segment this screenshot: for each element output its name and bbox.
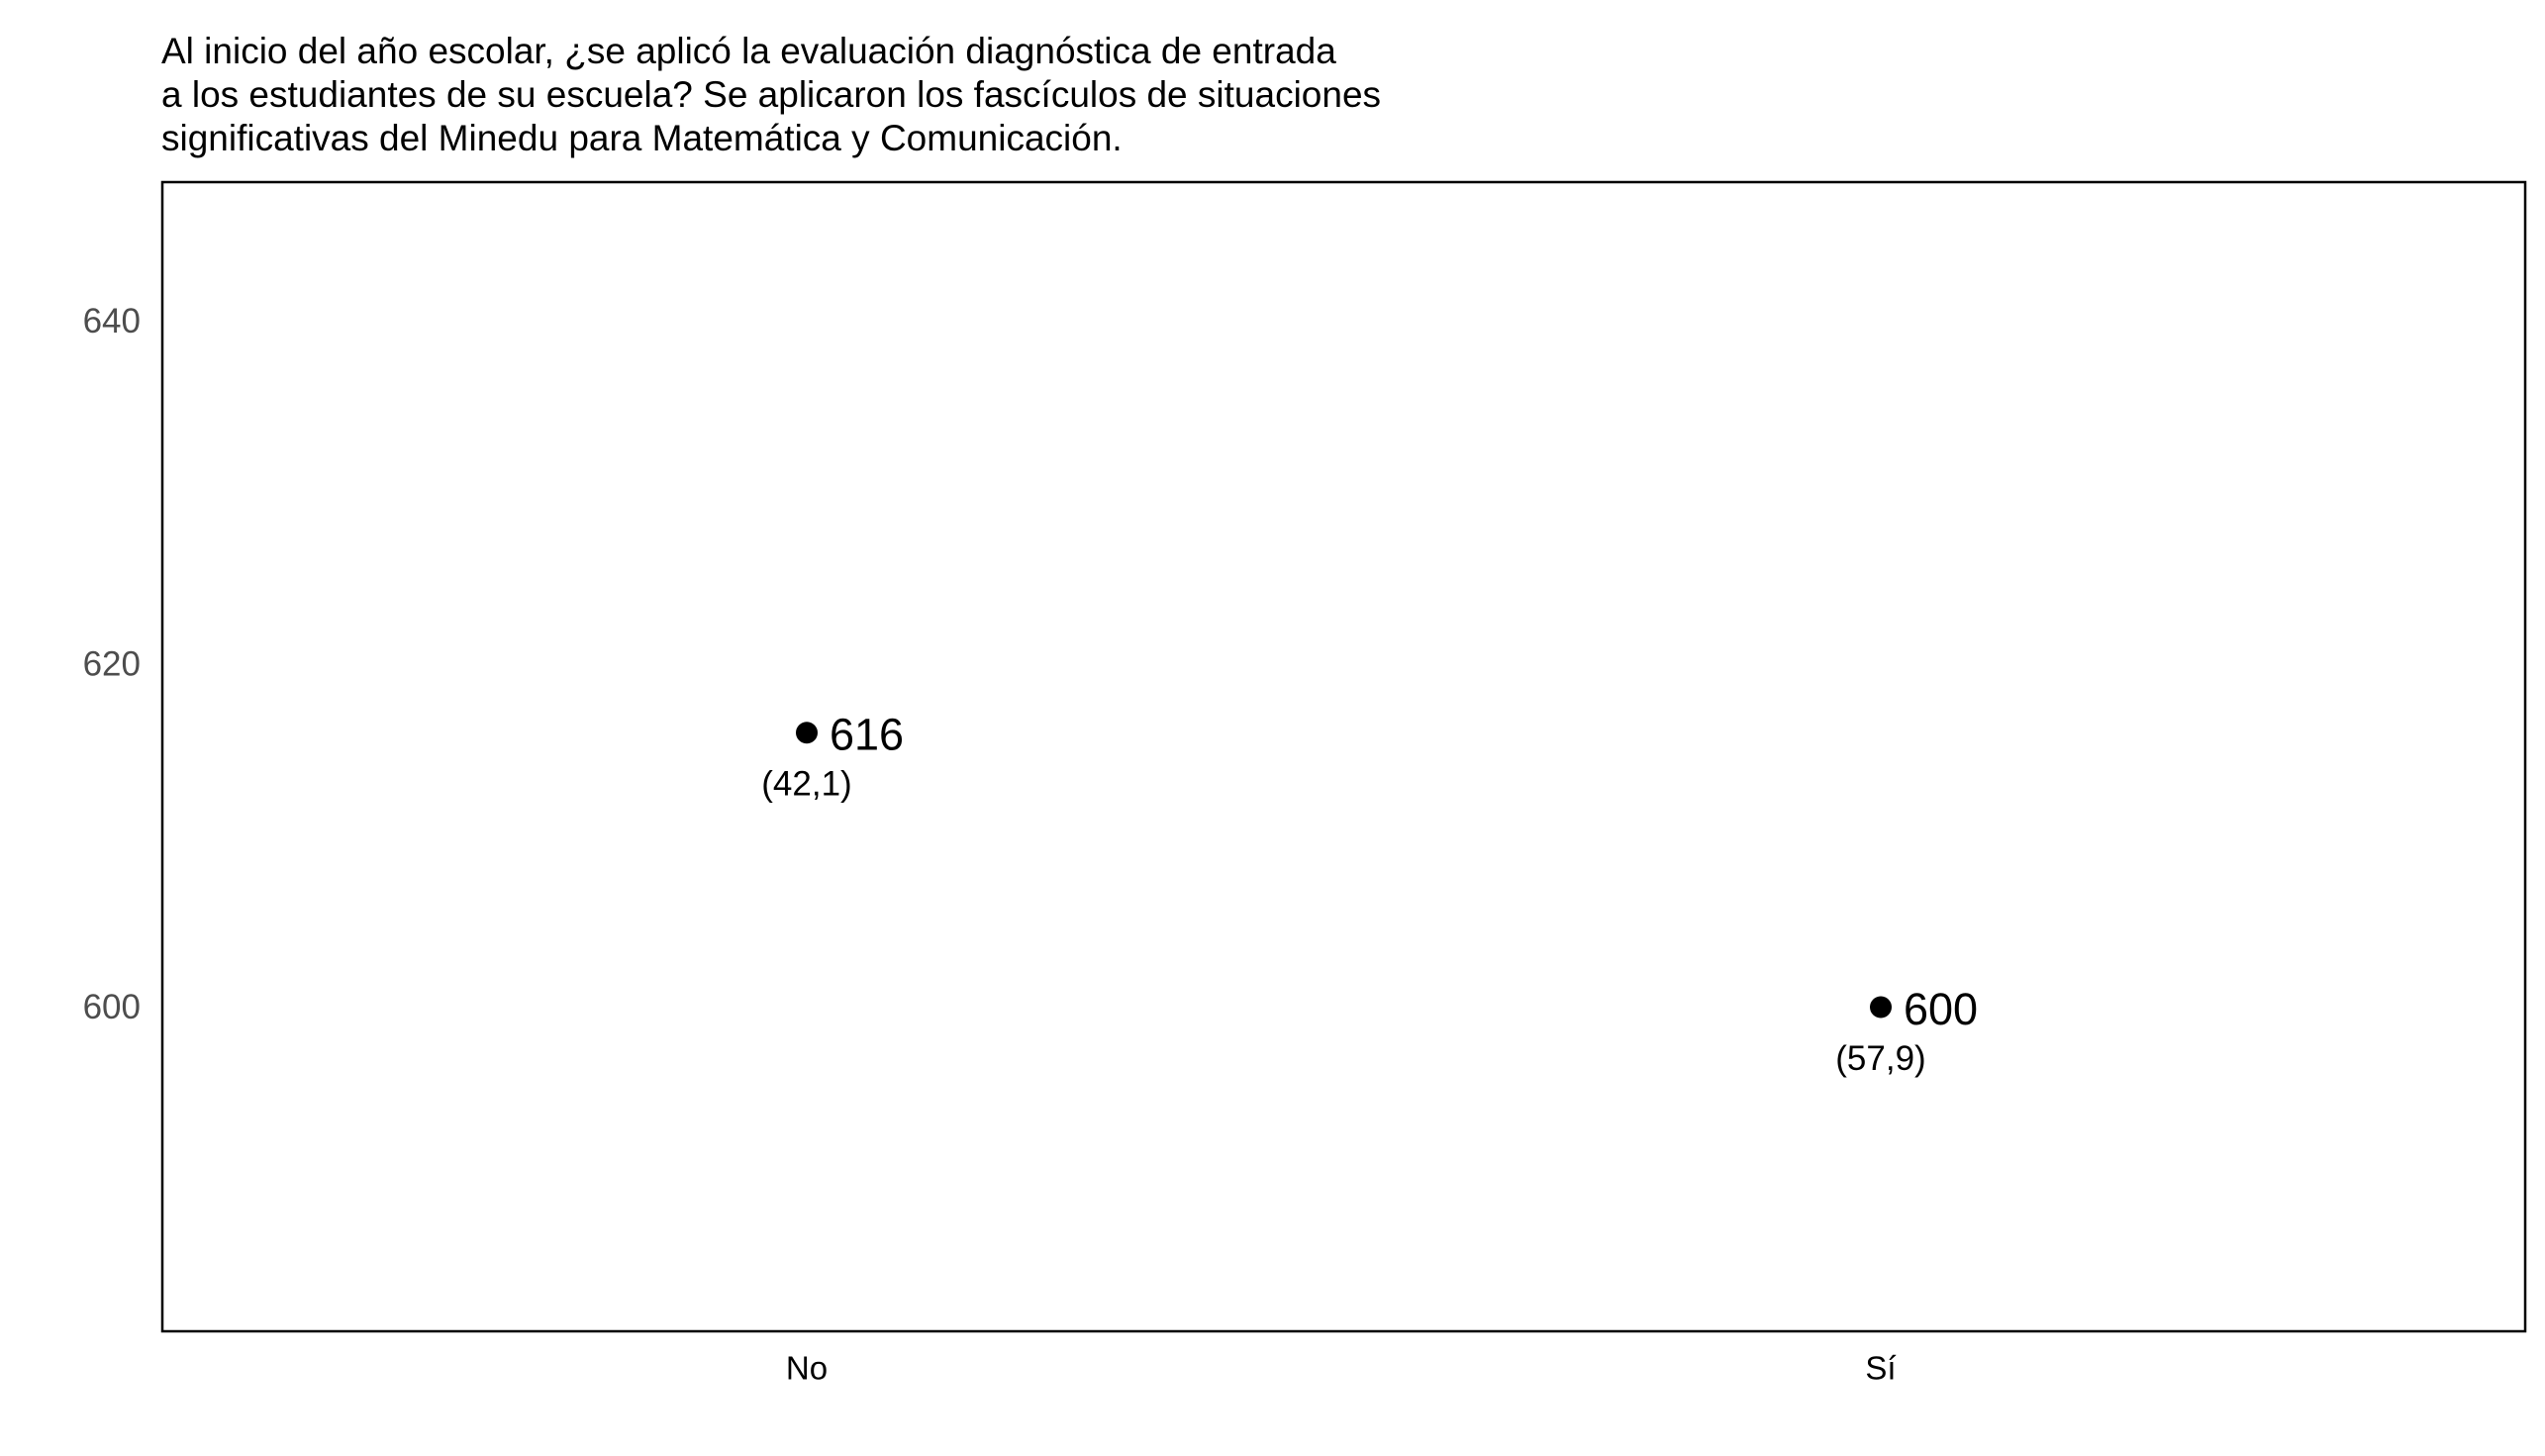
x-tick-label: No	[786, 1350, 828, 1387]
chart-title-line-3: significativas del Minedu para Matemátic…	[161, 118, 1123, 158]
chart-title: Al inicio del año escolar, ¿se aplicó la…	[161, 30, 1745, 160]
x-axis-ticks: No Sí	[786, 1350, 1897, 1387]
x-tick-label: Sí	[1865, 1350, 1896, 1387]
data-points: 616 (42,1) 600 (57,9)	[761, 710, 1978, 1078]
y-axis-ticks: 600 620 640	[83, 302, 141, 1026]
chart-title-line-2: a los estudiantes de su escuela? Se apli…	[161, 74, 1382, 115]
data-sublabel: (42,1)	[761, 765, 851, 804]
data-label: 616	[830, 710, 904, 760]
plot-frame	[160, 180, 2527, 1333]
data-label: 600	[1904, 984, 1978, 1034]
data-point	[1870, 996, 1892, 1019]
chart-title-line-1: Al inicio del año escolar, ¿se aplicó la…	[161, 31, 1336, 71]
data-point	[796, 722, 818, 744]
data-sublabel: (57,9)	[1835, 1039, 1925, 1078]
y-tick-label: 620	[83, 644, 141, 683]
y-tick-label: 600	[83, 988, 141, 1026]
y-tick-label: 640	[83, 302, 141, 340]
